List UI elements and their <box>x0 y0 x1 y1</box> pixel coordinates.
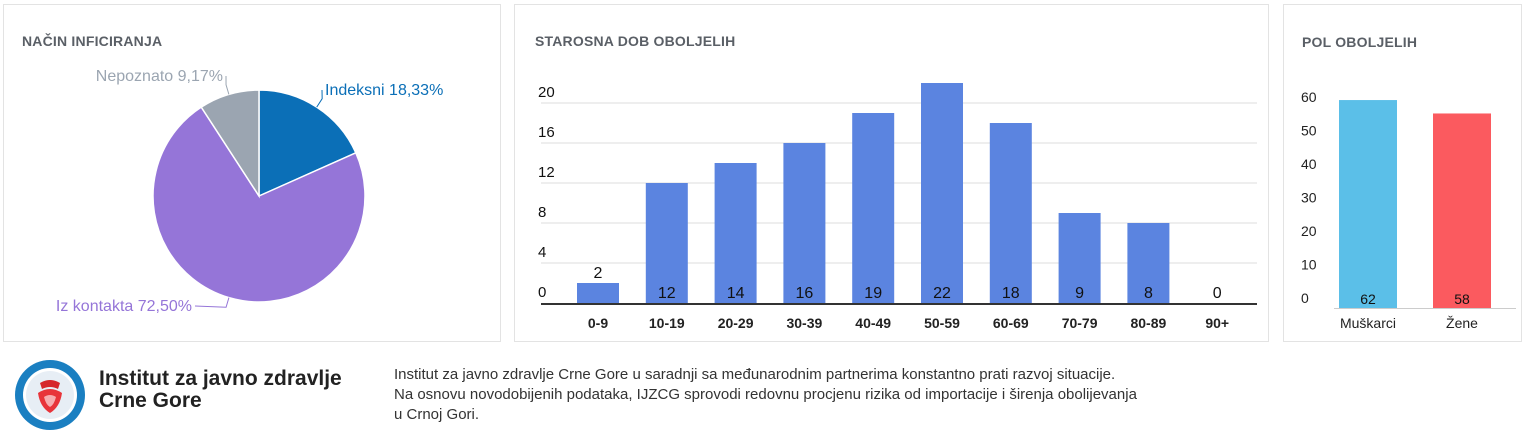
ijzcg-logo <box>15 360 85 430</box>
pie-leader-line-1 <box>194 297 230 308</box>
age-card: STAROSNA DOB OBOLJELIH 0 4 8 12 16 20 2 0-9 12 10… <box>514 4 1269 342</box>
age-title: STAROSNA DOB OBOLJELIH <box>535 33 736 49</box>
organization-name-line2: Crne Gore <box>99 389 202 412</box>
age-data-label: 2 <box>594 265 603 282</box>
sex-x-tick-label: Žene <box>1446 315 1478 331</box>
age-bar <box>645 183 688 303</box>
age-x-tick-label: 50-59 <box>924 315 960 331</box>
pie-label-0: Indeksni 18,33% <box>325 82 443 99</box>
pie-slice-2 <box>200 89 260 199</box>
pie-label-1: Iz kontakta 72,50% <box>56 298 192 315</box>
pie-leader-line-0 <box>316 89 323 108</box>
organization-description: Institut za javno zdravlje Crne Gore u s… <box>394 365 1214 425</box>
sex-bar-chart: 0 10 20 30 40 50 60 62 Muškarci 58 Žene <box>1301 89 1516 331</box>
age-x-tick-label: 60-69 <box>993 315 1029 331</box>
age-y-tick-label: 4 <box>538 244 546 261</box>
age-x-tick-label: 40-49 <box>855 315 891 331</box>
sex-card: POL OBOLJELIH 0 10 20 30 40 50 60 62 Muškarci 58 Ž… <box>1283 4 1522 342</box>
age-y-tick-label: 0 <box>538 284 546 301</box>
sex-data-label: 62 <box>1360 291 1376 307</box>
age-x-tick-label: 0-9 <box>588 315 608 331</box>
description-line1: Institut za javno zdravlje Crne Gore u s… <box>394 366 1116 383</box>
age-data-label: 18 <box>1002 285 1020 302</box>
age-bar <box>783 143 826 303</box>
age-bar-chart: 0 4 8 12 16 20 2 0-9 12 10-19 14 20-29 16 30-39 19 40-4… <box>538 83 1257 331</box>
age-data-label: 19 <box>864 285 882 302</box>
age-bar <box>921 83 963 303</box>
organization-name-line1: Institut za javno zdravlje <box>99 367 342 390</box>
age-x-tick-label: 20-29 <box>718 315 754 331</box>
infection-mode-pie-chart: Indeksni 18,33% Iz kontakta 72,50% Nepozna… <box>56 68 443 315</box>
age-bar <box>989 123 1032 303</box>
sex-y-tick-label: 60 <box>1301 89 1317 105</box>
sex-bar <box>1339 100 1397 308</box>
pie-slice-0 <box>258 89 357 198</box>
age-data-label: 8 <box>1144 285 1153 302</box>
age-bar <box>577 283 619 303</box>
age-bar <box>852 113 895 303</box>
age-y-tick-label: 16 <box>538 124 555 141</box>
sex-y-tick-label: 20 <box>1301 223 1317 239</box>
age-x-tick-label: 70-79 <box>1062 315 1098 331</box>
age-x-tick-label: 80-89 <box>1130 315 1166 331</box>
age-data-label: 9 <box>1075 285 1084 302</box>
age-data-label: 14 <box>727 285 745 302</box>
sex-title: POL OBOLJELIH <box>1302 34 1418 50</box>
pie-slice-1 <box>152 106 366 303</box>
sex-y-tick-label: 40 <box>1301 156 1317 172</box>
age-bar <box>1127 223 1170 303</box>
sex-y-tick-label: 30 <box>1301 189 1317 205</box>
organization-name: Institut za javno zdravlje Crne Gore <box>99 368 342 412</box>
age-data-label: 16 <box>796 285 814 302</box>
age-y-tick-label: 20 <box>538 84 555 101</box>
age-x-tick-label: 90+ <box>1205 315 1229 331</box>
sex-data-label: 58 <box>1454 291 1470 307</box>
infection-mode-title: NAČIN INFICIRANJA <box>22 33 163 49</box>
age-x-tick-label: 10-19 <box>649 315 685 331</box>
pie-label-2: Nepoznato 9,17% <box>96 68 223 85</box>
infection-mode-card: NAČIN INFICIRANJA Indeksni 18,33% Iz kont… <box>3 4 501 342</box>
age-bar <box>714 163 757 303</box>
age-y-tick-label: 8 <box>538 204 546 221</box>
age-bar <box>1058 213 1101 303</box>
sex-y-tick-label: 50 <box>1301 122 1317 138</box>
sex-x-tick-label: Muškarci <box>1340 315 1396 331</box>
sex-y-tick-label: 0 <box>1301 290 1309 306</box>
sex-y-tick-label: 10 <box>1301 256 1317 272</box>
age-data-label: 22 <box>933 285 951 302</box>
age-x-tick-label: 30-39 <box>786 315 822 331</box>
sex-bar <box>1433 113 1491 308</box>
description-line2: Na osnovu novodobijenih podataka, IJZCG … <box>394 386 1137 403</box>
description-line3: u Crnoj Gori. <box>394 406 480 423</box>
pie-leader-line-2 <box>225 75 230 95</box>
age-data-label: 12 <box>658 285 676 302</box>
age-y-tick-label: 12 <box>538 164 555 181</box>
age-data-label: 0 <box>1213 285 1222 302</box>
